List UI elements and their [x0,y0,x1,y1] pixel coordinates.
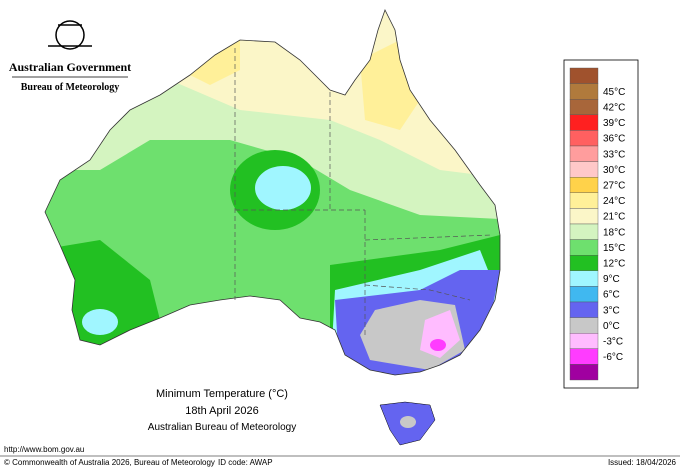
legend-label: 24°C [603,196,625,207]
legend-swatch [569,192,599,209]
map-source: Australian Bureau of Meteorology [148,422,296,433]
legend-swatch [569,254,599,271]
legend-label: 6°C [603,290,620,301]
legend-label: 33°C [603,149,625,160]
footer-issued: Issued: 18/04/2026 [608,458,677,467]
legend-label: 3°C [603,305,620,316]
legend-swatch [569,145,599,162]
legend-label: 36°C [603,134,625,145]
footer-id: ID code: AWAP [218,458,273,467]
legend-swatch [569,161,599,178]
legend-label: 27°C [603,181,625,192]
legend-label: -3°C [603,337,623,348]
legend-label: 42°C [603,103,625,114]
government-name: Australian Government [9,60,131,74]
legend-swatch [569,333,599,350]
legend-label: 9°C [603,274,620,285]
legend-label: 21°C [603,212,625,223]
footer-url: http://www.bom.gov.au [4,445,84,454]
legend-swatch [569,317,599,334]
legend-label: -6°C [603,352,623,363]
footer-copyright: © Commonwealth of Australia 2026, Bureau… [4,458,215,467]
legend-label: 0°C [603,321,620,332]
agency-name: Bureau of Meteorology [21,82,120,93]
legend-label: 12°C [603,259,625,270]
legend-label: 15°C [603,243,625,254]
tasmania-cold [400,416,416,428]
map-title: Minimum Temperature (°C) [156,388,288,400]
map-date: 18th April 2026 [185,405,258,417]
legend-swatch [569,98,599,115]
coastline [44,8,501,376]
legend-swatch [569,286,599,303]
legend-label: 18°C [603,227,625,238]
legend-swatch [569,364,599,381]
legend-swatch [569,270,599,287]
legend-swatch [569,83,599,100]
legend-swatch [569,176,599,193]
legend-swatch [569,348,599,365]
legend-swatch [569,223,599,240]
legend: 45°C 42°C 39°C 36°C 33°C 30°C 27°C 24°C 21°C 18°C… [563,59,639,389]
legend-swatch [569,239,599,256]
legend-swatch [569,67,599,84]
legend-swatch [569,130,599,147]
legend-label: 39°C [603,118,625,129]
logo [48,20,92,50]
legend-label: 30°C [603,165,625,176]
state-borders [234,48,493,335]
legend-swatch [569,208,599,225]
legend-swatch [569,301,599,318]
legend-label: 45°C [603,87,625,98]
legend-swatch [569,114,599,131]
